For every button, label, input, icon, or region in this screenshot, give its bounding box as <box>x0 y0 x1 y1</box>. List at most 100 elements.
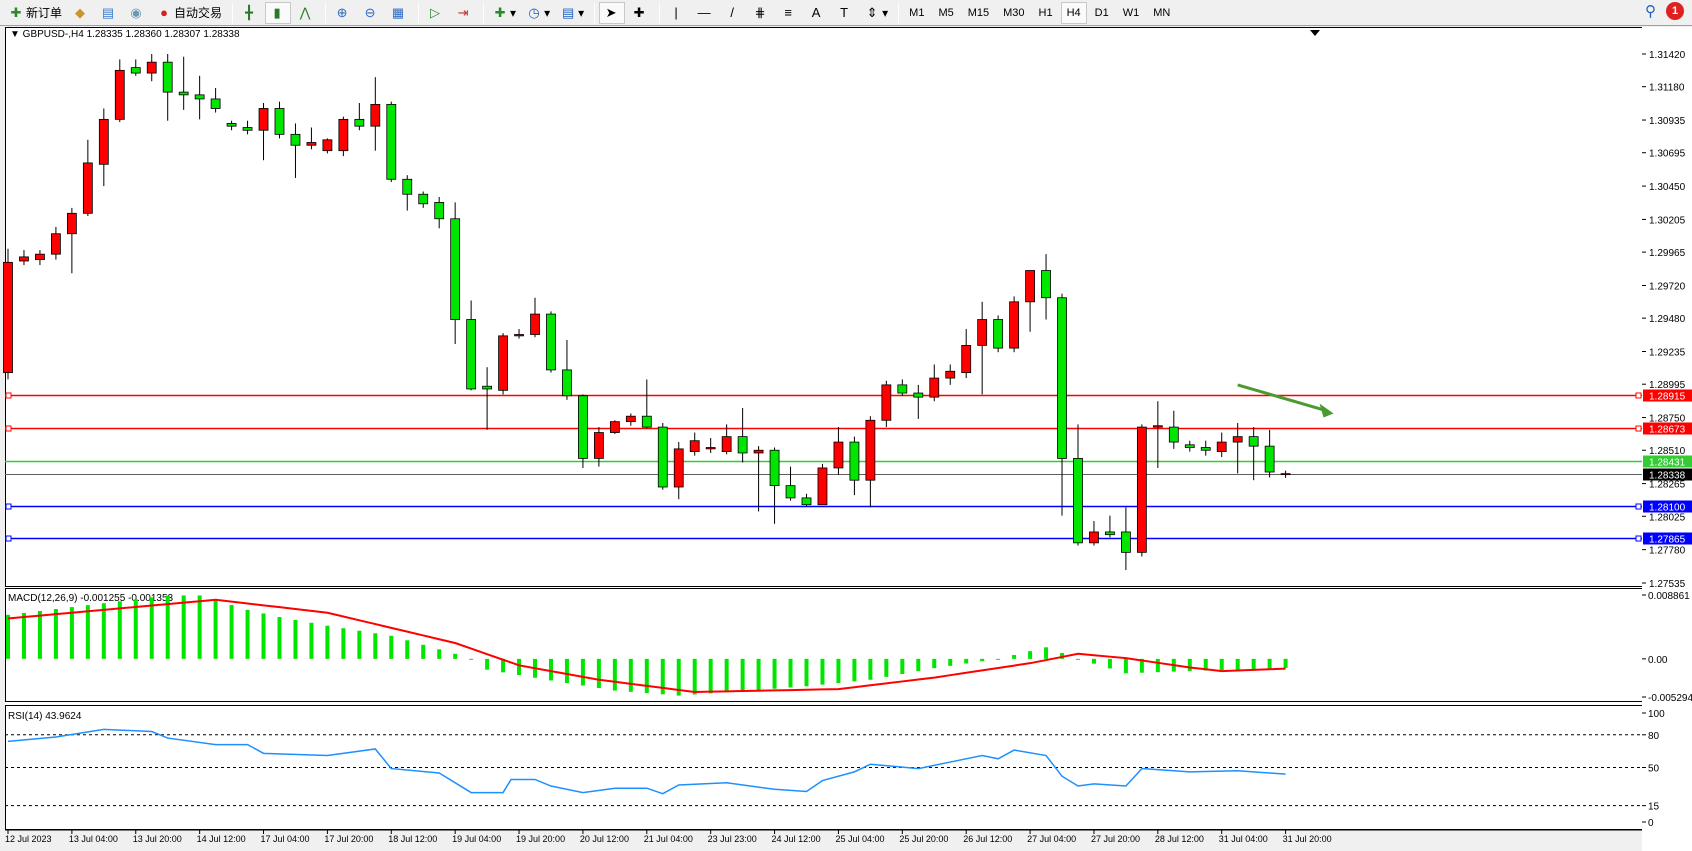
market-watch-button[interactable]: ▤ <box>96 2 122 24</box>
zoom-in-button[interactable]: ⊕ <box>330 2 356 24</box>
candle <box>386 101 397 182</box>
rsi-tick-label: 80 <box>1648 731 1660 742</box>
price-chart[interactable]: ▼ GBPUSD-,H4 1.28335 1.28360 1.28307 1.2… <box>0 27 1692 851</box>
signals-button[interactable]: ◉ <box>124 2 150 24</box>
timeframe-w1[interactable]: W1 <box>1122 6 1140 19</box>
horizontal-line-button[interactable]: — <box>692 2 718 24</box>
macd-bar <box>341 628 346 659</box>
candle <box>578 394 588 468</box>
timeframe-m15[interactable]: M15 <box>967 6 990 19</box>
auto-scroll-button[interactable]: ▷ <box>423 2 449 24</box>
templates-button[interactable]: ▤ ▾ <box>561 4 585 20</box>
cursor-button[interactable]: ➤ <box>599 1 626 24</box>
macd-bar <box>69 607 74 659</box>
macd-bar <box>644 658 649 694</box>
candle-body <box>769 449 780 487</box>
candlestick-button[interactable]: ▮ <box>265 1 292 24</box>
candle-body <box>593 432 604 459</box>
macd-bar <box>724 658 729 693</box>
line-chart-button[interactable]: ⋀ <box>293 2 319 24</box>
candle-body <box>274 108 285 135</box>
macd-bar <box>1219 658 1224 671</box>
periods-button[interactable]: ◷ ▾ <box>522 2 554 24</box>
candle <box>721 424 732 455</box>
text-label-button[interactable]: T <box>832 2 858 24</box>
candle-body <box>370 103 381 127</box>
candle <box>546 311 556 373</box>
price-label-bg <box>1643 468 1692 481</box>
macd-bar <box>996 658 1001 660</box>
candle <box>1009 296 1020 353</box>
expert-button[interactable]: ◆ <box>68 2 94 24</box>
trendline-button[interactable]: / <box>720 2 746 24</box>
macd-bar <box>708 658 713 694</box>
fibonacci-button[interactable]: ≡ <box>776 2 802 24</box>
arrows-button[interactable]: ⇕ ▾ <box>860 2 892 24</box>
candle-body <box>1184 444 1195 448</box>
candle <box>1216 432 1227 458</box>
macd-signal-line <box>7 598 1286 694</box>
price-tick-label: 1.28025 <box>1649 512 1686 523</box>
macd-bar <box>229 605 234 659</box>
timeframe-h4[interactable]: H4 <box>1060 1 1087 24</box>
search-icon[interactable]: ⚲ <box>1645 3 1656 20</box>
time-tick-label: 13 Jul 20:00 <box>133 834 182 844</box>
macd-bar <box>1123 658 1128 674</box>
crosshair-button[interactable]: ✚ <box>627 2 653 24</box>
line-handle <box>1635 535 1642 542</box>
indicators-button[interactable]: ✚ ▾ <box>488 2 520 24</box>
new-order-button[interactable]: ✚ 新订单 <box>4 2 66 24</box>
time-tick-label: 25 Jul 04:00 <box>835 834 884 844</box>
bar-chart-button[interactable]: ╋ <box>237 2 263 24</box>
equidistant-channel-button[interactable]: ⋕ <box>748 2 774 24</box>
macd-bar <box>101 603 106 659</box>
timeframe-h1[interactable]: H1 <box>1038 6 1053 19</box>
timeframe-m5[interactable]: M5 <box>938 6 954 19</box>
price-label-bg <box>1643 389 1692 402</box>
macd-bar <box>628 658 633 692</box>
candle-body <box>306 142 317 146</box>
templates-icon: ▤ <box>561 4 575 20</box>
macd-bar <box>245 609 250 659</box>
timeframe-d1[interactable]: D1 <box>1094 6 1109 19</box>
candle-body <box>242 127 253 131</box>
zoom-out-button[interactable]: ⊖ <box>358 2 384 24</box>
auto-trading-button[interactable]: ● 自动交易 <box>152 2 226 24</box>
candle <box>162 54 173 121</box>
timeframe-m1[interactable]: M1 <box>909 6 925 19</box>
chart-shift-marker-icon <box>1310 30 1320 36</box>
macd-bar <box>133 599 138 659</box>
chart-shift-button[interactable]: ⇥ <box>451 2 477 24</box>
price-label-bg <box>1643 422 1692 435</box>
periods-icon: ◷ <box>528 4 540 20</box>
notification-badge[interactable]: 1 <box>1666 2 1684 20</box>
candle <box>1057 293 1067 516</box>
separator <box>325 2 327 23</box>
time-tick-label: 24 Jul 12:00 <box>772 834 821 844</box>
macd-bar <box>1107 658 1112 669</box>
candle <box>82 139 93 217</box>
candle <box>51 226 61 260</box>
text-button[interactable]: A <box>804 2 830 24</box>
line-handle <box>5 535 12 542</box>
candle <box>993 315 1004 353</box>
vertical-line-button[interactable]: | <box>664 2 690 24</box>
timeframe-m30[interactable]: M30 <box>1003 6 1025 19</box>
horizontal-line-icon: — <box>697 4 711 20</box>
candle <box>753 446 764 512</box>
macd-label: MACD(12,26,9) -0.001255 -0.001353 <box>8 593 174 604</box>
chart-header-label: ▼ GBPUSD-,H4 1.28335 1.28360 1.28307 1.2… <box>10 29 240 40</box>
timeframe-mn[interactable]: MN <box>1153 6 1171 19</box>
chart-shift-icon: ⇥ <box>457 4 469 20</box>
time-tick-label: 26 Jul 12:00 <box>963 834 1012 844</box>
candle-body <box>609 421 620 433</box>
macd-bar <box>692 658 697 695</box>
macd-bar <box>1044 647 1049 659</box>
candle <box>609 420 620 434</box>
line-chart-icon: ⋀ <box>299 4 311 20</box>
tile-windows-button[interactable]: ▦ <box>386 2 412 24</box>
candle <box>210 88 221 113</box>
candle-body <box>258 108 269 131</box>
candle <box>226 120 237 131</box>
time-tick-label: 19 Jul 04:00 <box>452 834 501 844</box>
